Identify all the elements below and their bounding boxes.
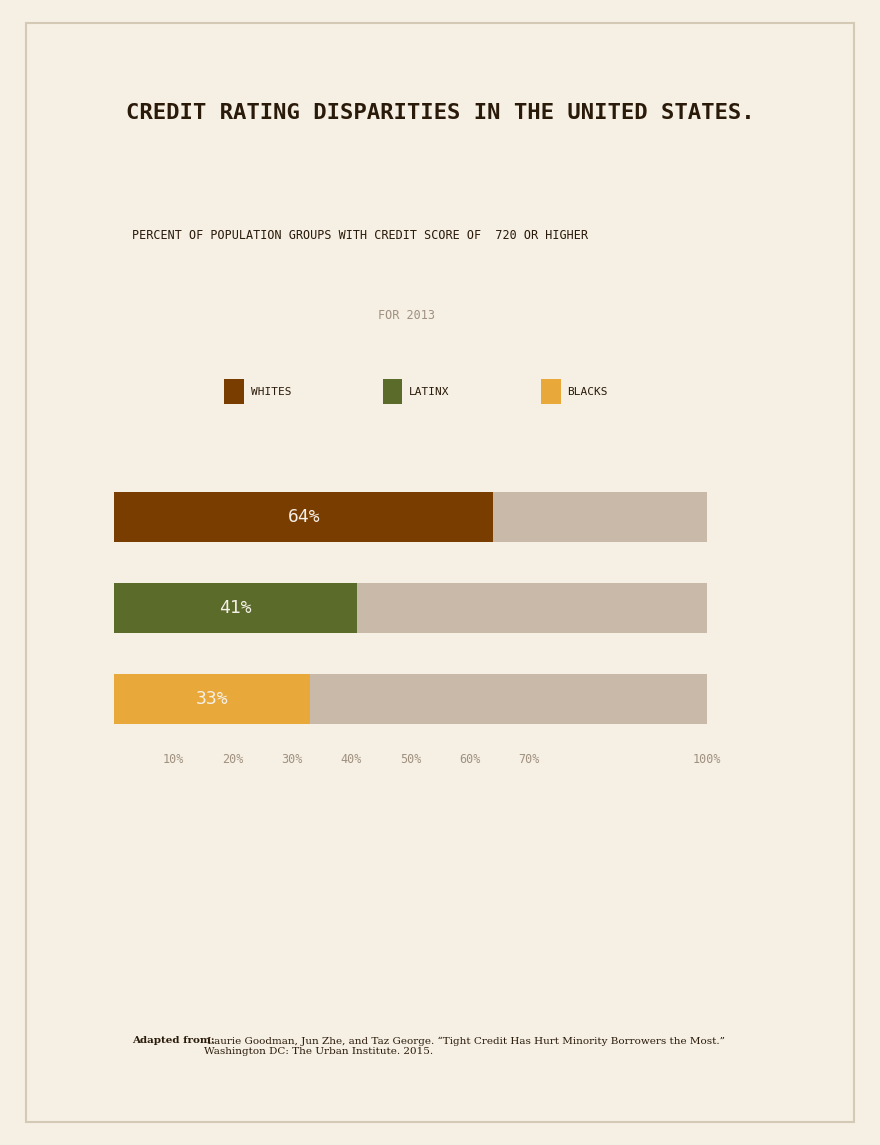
- Text: 33%: 33%: [195, 689, 229, 708]
- Bar: [114, 492, 494, 542]
- Text: WHITES: WHITES: [251, 387, 291, 396]
- Text: BLACKS: BLACKS: [568, 387, 608, 396]
- Text: Adapted from:: Adapted from:: [132, 1036, 215, 1045]
- Text: Laurie Goodman, Jun Zhe, and Taz George. “Tight Credit Has Hurt Minority Borrowe: Laurie Goodman, Jun Zhe, and Taz George.…: [204, 1036, 725, 1056]
- Text: PERCENT OF POPULATION GROUPS WITH CREDIT SCORE OF  720 OR HIGHER: PERCENT OF POPULATION GROUPS WITH CREDIT…: [132, 229, 588, 242]
- Text: CREDIT RATING DISPARITIES IN THE UNITED STATES.: CREDIT RATING DISPARITIES IN THE UNITED …: [126, 103, 754, 123]
- Text: 64%: 64%: [288, 508, 320, 526]
- Bar: [310, 673, 707, 724]
- Text: 41%: 41%: [219, 599, 252, 617]
- Bar: [114, 583, 357, 633]
- Text: FOR 2013: FOR 2013: [378, 309, 436, 322]
- Bar: [357, 583, 707, 633]
- Bar: [114, 673, 310, 724]
- Bar: [494, 492, 707, 542]
- Text: LATINX: LATINX: [409, 387, 450, 396]
